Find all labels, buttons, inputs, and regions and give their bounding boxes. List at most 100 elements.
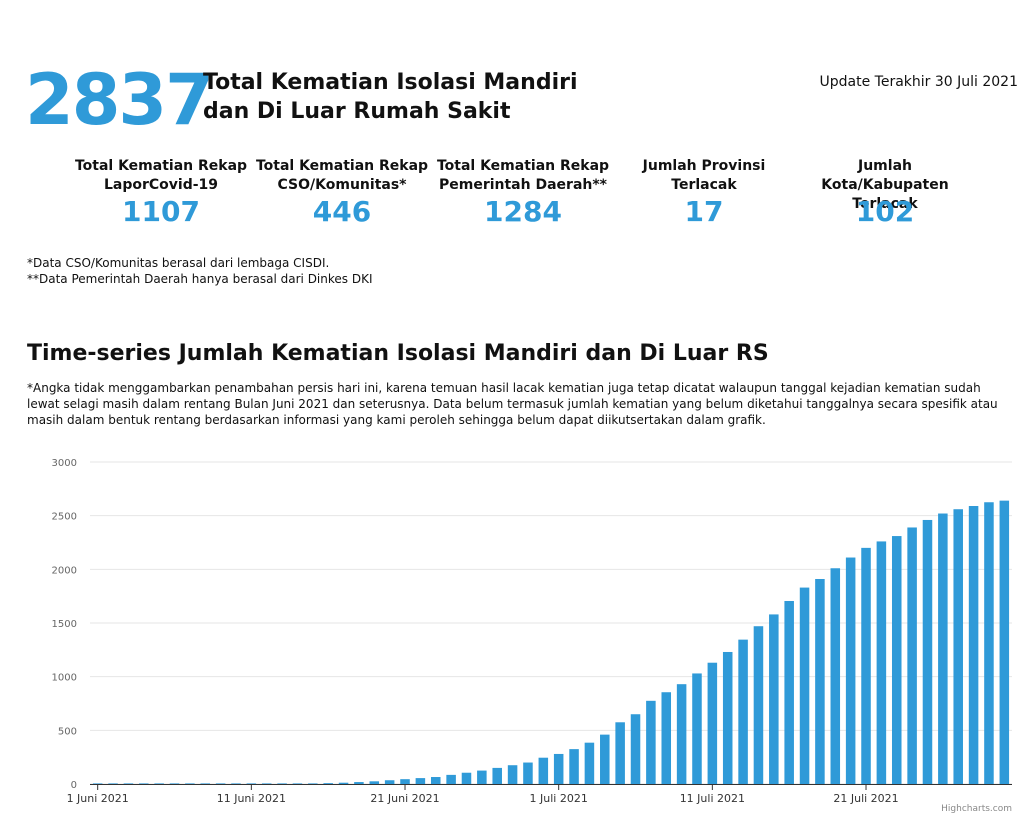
y-tick-label: 2000 bbox=[52, 565, 77, 576]
stat-label: Total Kematian Rekap CSO/Komunitas* bbox=[252, 157, 432, 195]
x-tick-label: 11 Juni 2021 bbox=[217, 792, 286, 805]
data-bar bbox=[907, 527, 917, 784]
stat-value: 1107 bbox=[122, 195, 200, 228]
total-deaths-value: 2837 bbox=[25, 59, 214, 141]
data-bar bbox=[815, 578, 825, 784]
data-bar bbox=[707, 662, 718, 784]
highcharts-credit[interactable]: Highcharts.com bbox=[941, 804, 1012, 814]
y-tick-label: 2500 bbox=[52, 512, 77, 523]
data-bar bbox=[523, 762, 533, 784]
data-bar bbox=[600, 734, 610, 784]
data-bar bbox=[477, 770, 487, 784]
x-tick-label: 11 Juli 2021 bbox=[680, 792, 745, 805]
data-bar bbox=[569, 749, 579, 784]
data-bar bbox=[876, 541, 887, 784]
data-bar bbox=[108, 783, 118, 784]
data-bar bbox=[354, 782, 364, 784]
data-bar bbox=[338, 782, 349, 784]
data-bar bbox=[646, 700, 656, 784]
stat-kota-kabupaten: Jumlah Kota/Kabupaten Terlacak 102 bbox=[795, 157, 975, 229]
data-bar bbox=[738, 639, 748, 784]
data-bar bbox=[630, 714, 641, 784]
stat-label-line2: LaporCovid-19 bbox=[103, 177, 219, 193]
stat-value: 1284 bbox=[484, 195, 562, 228]
footnotes: *Data CSO/Komunitas berasal dari lembaga… bbox=[27, 255, 373, 287]
x-tick-label: 1 Juli 2021 bbox=[530, 792, 588, 805]
y-tick-label: 1000 bbox=[52, 673, 77, 684]
data-bar bbox=[968, 506, 979, 784]
data-bar bbox=[830, 568, 841, 784]
stat-label-line1: Total Kematian Rekap bbox=[436, 158, 610, 174]
stat-label-line2: CSO/Komunitas* bbox=[277, 177, 407, 193]
stat-label-line2: Terlacak bbox=[852, 196, 918, 212]
stat-label: Jumlah Provinsi Terlacak bbox=[614, 157, 794, 195]
page-title-line1: Total Kematian Isolasi Mandiri bbox=[203, 70, 578, 95]
data-bar bbox=[938, 513, 948, 784]
data-bar bbox=[169, 783, 180, 784]
data-bar bbox=[123, 783, 134, 784]
stat-value: 446 bbox=[312, 195, 372, 228]
page-title-line2: dan Di Luar Rumah Sakit bbox=[203, 99, 511, 124]
data-bar bbox=[400, 779, 410, 784]
stat-pemerintah-daerah: Total Kematian Rekap Pemerintah Daerah**… bbox=[433, 157, 613, 229]
footnote-cso: *Data CSO/Komunitas berasal dari lembaga… bbox=[27, 256, 330, 270]
data-bar bbox=[185, 783, 195, 784]
y-tick-label: 1500 bbox=[52, 619, 77, 630]
data-bar bbox=[922, 519, 933, 784]
y-tick-label: 0 bbox=[71, 780, 77, 791]
data-bar bbox=[308, 783, 318, 784]
x-tick-label: 21 Juli 2021 bbox=[833, 792, 898, 805]
chart-title: Time-series Jumlah Kematian Isolasi Mand… bbox=[27, 341, 769, 366]
stat-label: Total Kematian Rekap Pemerintah Daerah** bbox=[433, 157, 613, 195]
stat-laporcovid: Total Kematian Rekap LaporCovid-19 1107 bbox=[71, 157, 251, 229]
data-bar bbox=[154, 783, 164, 784]
stat-label-line1: Jumlah Kota/Kabupaten bbox=[821, 158, 949, 193]
stat-label-line2: Pemerintah Daerah** bbox=[438, 177, 607, 193]
data-bar bbox=[292, 783, 303, 784]
data-bar bbox=[139, 783, 149, 784]
stat-cso-komunitas: Total Kematian Rekap CSO/Komunitas* 446 bbox=[252, 157, 432, 229]
y-tick-label: 3000 bbox=[52, 458, 77, 469]
data-bar bbox=[200, 783, 211, 784]
time-series-chart: 0 500 1000 1500 2000 2500 3000 1 Juni 2021 11 Ju… bbox=[52, 458, 1012, 805]
stat-label: Total Kematian Rekap LaporCovid-19 bbox=[71, 157, 251, 195]
stat-label-line2: Terlacak bbox=[671, 177, 737, 193]
y-tick-label: 500 bbox=[58, 726, 77, 737]
data-bar bbox=[584, 742, 595, 784]
data-bar bbox=[92, 783, 103, 784]
x-tick-label: 1 Juni 2021 bbox=[67, 792, 129, 805]
data-bar bbox=[661, 692, 672, 784]
stat-label-line1: Jumlah Provinsi bbox=[642, 158, 766, 174]
data-bar bbox=[507, 765, 518, 784]
stat-label-line1: Total Kematian Rekap bbox=[74, 158, 248, 174]
data-bar bbox=[430, 777, 441, 784]
data-bar bbox=[753, 626, 764, 784]
data-bar bbox=[999, 500, 1010, 784]
last-update-text: Update Terakhir 30 Juli 2021 bbox=[819, 74, 1018, 90]
stat-value: 17 bbox=[684, 195, 724, 228]
data-bar bbox=[615, 722, 625, 784]
stat-provinsi: Jumlah Provinsi Terlacak 17 bbox=[614, 157, 794, 229]
data-bar bbox=[492, 767, 502, 784]
page-title: Total Kematian Isolasi Mandiri dan Di Lu… bbox=[203, 68, 583, 126]
data-bar bbox=[461, 772, 472, 784]
data-bar bbox=[692, 673, 702, 784]
stat-label-line1: Total Kematian Rekap bbox=[255, 158, 429, 174]
data-bar bbox=[446, 774, 456, 784]
data-bar bbox=[861, 547, 871, 784]
data-bar bbox=[784, 600, 794, 784]
chart-description: *Angka tidak menggambarkan penambahan pe… bbox=[27, 381, 998, 427]
data-bar bbox=[553, 753, 564, 784]
footnote-pemda: **Data Pemerintah Daerah hanya berasal d… bbox=[27, 272, 373, 286]
data-bar bbox=[676, 684, 687, 784]
data-bar bbox=[891, 536, 902, 784]
data-bar bbox=[215, 783, 226, 784]
data-bar bbox=[415, 778, 426, 784]
stat-label: Jumlah Kota/Kabupaten Terlacak bbox=[795, 157, 975, 212]
data-bar bbox=[722, 651, 733, 784]
data-bar bbox=[538, 757, 549, 784]
data-bar bbox=[323, 783, 333, 784]
data-bar bbox=[231, 783, 241, 784]
stat-value: 102 bbox=[855, 195, 915, 228]
data-bar bbox=[953, 509, 963, 784]
